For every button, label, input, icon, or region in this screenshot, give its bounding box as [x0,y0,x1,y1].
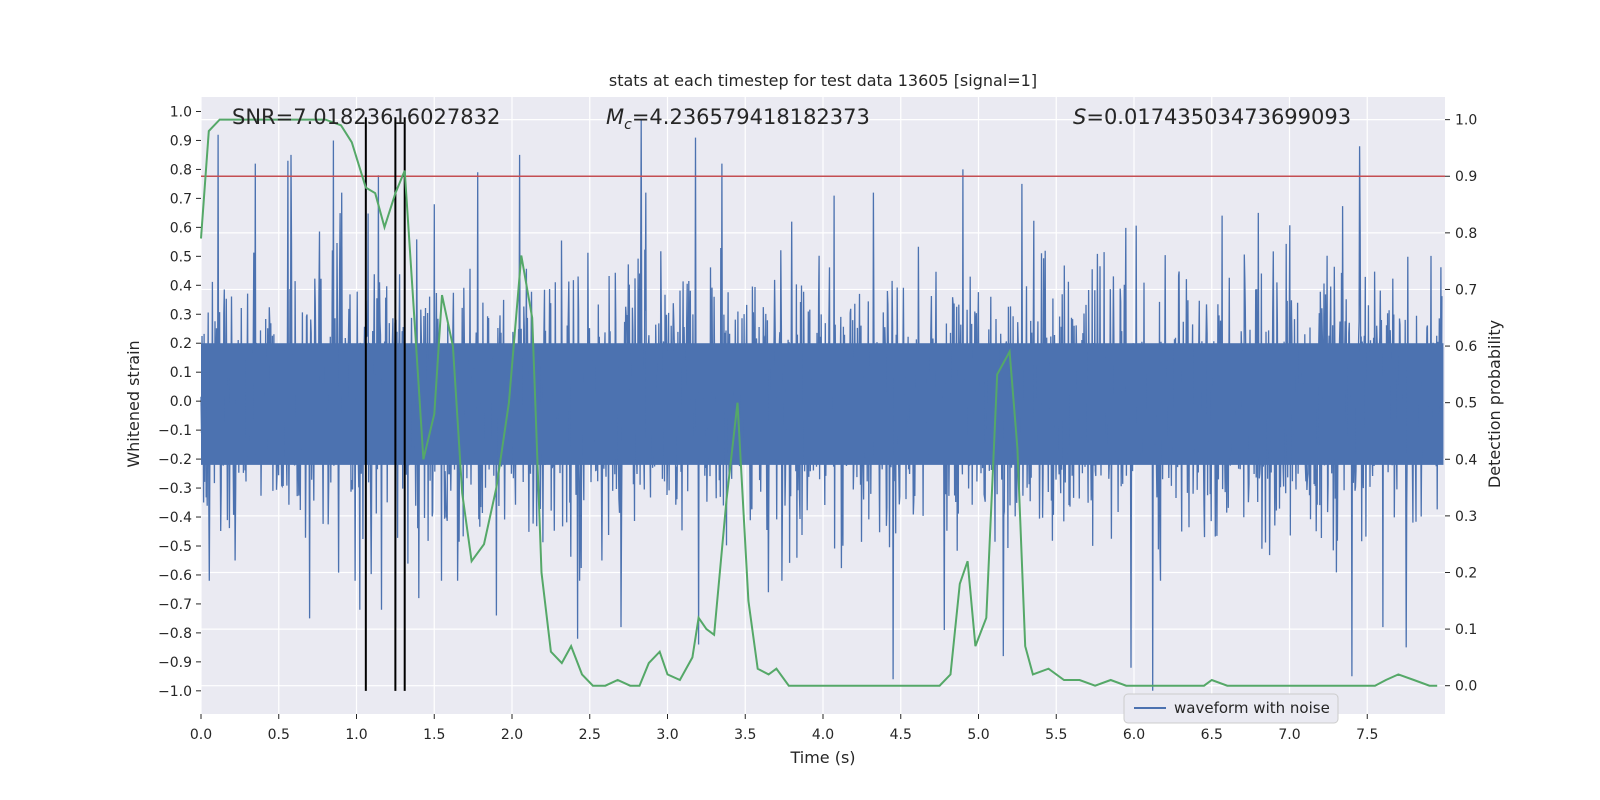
right-y-axis-label: Detection probability [1485,320,1504,488]
left-y-tick-label: 0.1 [170,365,192,381]
left-y-tick-label: −0.3 [158,481,192,497]
legend: waveform with noise [1123,693,1339,724]
left-y-tick-label: −0.7 [158,597,192,613]
x-tick-label: 5.0 [967,727,989,743]
x-tick-label: 0.0 [190,727,212,743]
legend-box [1123,693,1339,724]
x-tick-label: 1.5 [423,727,445,743]
s-value: =0.01743503473699093 [1086,105,1351,129]
left-y-tick-label: 0.2 [170,336,192,352]
right-y-tick-label: 0.4 [1455,452,1477,468]
chart-title: stats at each timestep for test data 136… [609,71,1037,90]
event-markers [364,117,406,691]
chirp-mass-value: =4.236579418182373 [632,105,870,129]
right-y-tick-label: 0.7 [1455,282,1477,298]
left-y-tick-label: 0.3 [170,307,192,323]
right-y-axis: 1.0 0.9 0.8 0.7 0.6 0.5 0.4 0.3 0.2 0.1 0.0 [1445,113,1477,695]
waveform-line [200,120,1443,691]
detection-probability-line [200,118,1438,687]
x-tick-label: 4.0 [812,727,834,743]
left-y-tick-label: 0.0 [170,394,192,410]
x-tick-label: 6.0 [1123,727,1145,743]
right-y-tick-label: 0.0 [1455,679,1477,695]
left-y-tick-label: 0.5 [170,249,192,265]
left-y-tick-label: 0.7 [170,191,192,207]
right-y-tick-label: 0.2 [1455,565,1477,581]
x-tick-label: 6.5 [1201,727,1223,743]
x-tick-label: 0.5 [268,727,290,743]
left-y-tick-label: −0.6 [158,568,192,584]
left-y-tick-label: 0.6 [170,220,192,236]
waveform-series [200,120,1444,691]
left-y-tick-label: −0.5 [158,539,192,555]
right-y-tick-label: 0.1 [1455,622,1477,638]
x-axis: 0.0 0.5 1.0 1.5 2.0 2.5 3.0 3.5 4.0 4.5 5.0 5.5 6.0 6… [190,714,1378,743]
s-symbol: S [1073,105,1086,129]
right-y-tick-label: 0.3 [1455,509,1477,525]
left-y-tick-label: −0.9 [158,655,192,671]
left-y-tick-label: 0.9 [170,133,192,149]
right-y-tick-label: 0.5 [1455,396,1477,412]
left-y-tick-label: 0.8 [170,162,192,178]
left-y-tick-label: −0.4 [158,510,192,526]
left-y-tick-label: 0.4 [170,278,192,294]
left-y-tick-label: 1.0 [170,104,192,120]
chirp-mass-subscript: c [624,117,632,133]
left-y-tick-label: −0.1 [158,423,192,439]
left-y-tick-label: −0.8 [158,626,192,642]
x-tick-label: 2.5 [579,727,601,743]
s-annotation: S=0.01743503473699093 [1073,105,1351,129]
legend-label: waveform with noise [1174,699,1330,717]
right-y-tick-label: 0.6 [1455,339,1477,355]
left-y-tick-label: −0.2 [158,452,192,468]
right-y-tick-label: 0.9 [1455,169,1477,185]
x-tick-label: 7.5 [1356,727,1378,743]
x-tick-label: 2.0 [501,727,523,743]
x-axis-label: Time (s) [789,748,855,767]
x-tick-label: 5.5 [1045,727,1067,743]
right-y-tick-label: 1.0 [1455,113,1477,129]
right-y-tick-label: 0.8 [1455,226,1477,242]
x-tick-label: 3.0 [656,727,678,743]
x-tick-label: 1.0 [345,727,367,743]
x-tick-label: 4.5 [890,727,912,743]
left-y-axis-label: Whitened strain [124,340,143,467]
snr-annotation: SNR=7.01823616027832 [232,105,500,129]
chirp-mass-annotation: Mc=4.236579418182373 [606,105,870,133]
left-y-axis: 1.0 0.9 0.8 0.7 0.6 0.5 0.4 0.3 0.2 0.1 0.0 −0.1 −0.… [158,104,201,700]
x-tick-label: 3.5 [734,727,756,743]
chirp-mass-symbol: M [606,105,624,129]
left-y-tick-label: −1.0 [158,684,192,700]
x-tick-label: 7.0 [1278,727,1300,743]
